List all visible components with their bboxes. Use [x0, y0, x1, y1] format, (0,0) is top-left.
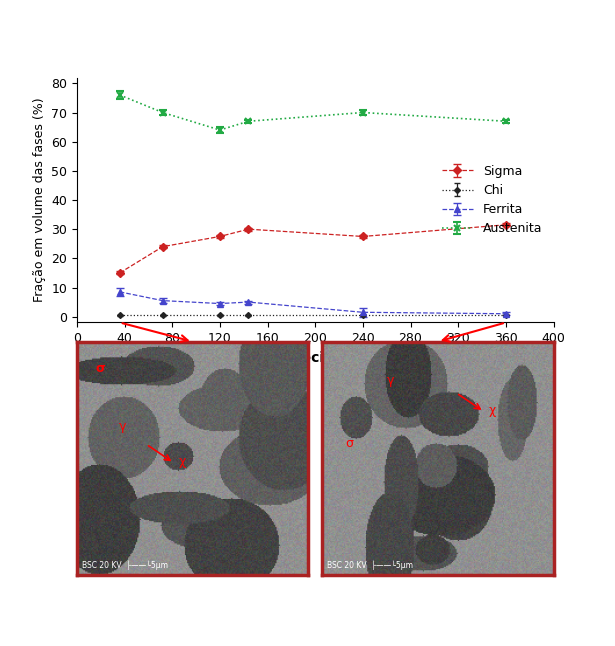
Text: χ: χ — [489, 404, 496, 417]
Text: σ: σ — [95, 362, 105, 375]
Text: γ: γ — [387, 373, 394, 386]
Text: BSC 20 KV  ├——└5μm: BSC 20 KV ├——└5μm — [82, 561, 167, 570]
Text: γ: γ — [119, 421, 126, 433]
Legend: Sigma, Chi, Ferrita, Austenita: Sigma, Chi, Ferrita, Austenita — [437, 160, 547, 240]
Y-axis label: Fração em volume das fases (%): Fração em volume das fases (%) — [33, 98, 46, 302]
Text: BSC 20 KV  ├——└5μm: BSC 20 KV ├——└5μm — [327, 561, 413, 570]
Text: σ: σ — [345, 437, 353, 450]
Text: χ: χ — [179, 455, 186, 468]
X-axis label: Tempo de envelhecimento a 700°C(h): Tempo de envelhecimento a 700°C(h) — [169, 351, 462, 365]
